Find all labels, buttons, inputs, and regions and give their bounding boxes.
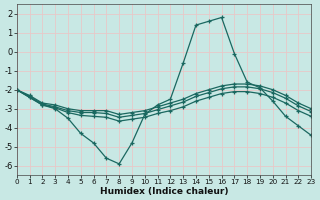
X-axis label: Humidex (Indice chaleur): Humidex (Indice chaleur) xyxy=(100,187,228,196)
